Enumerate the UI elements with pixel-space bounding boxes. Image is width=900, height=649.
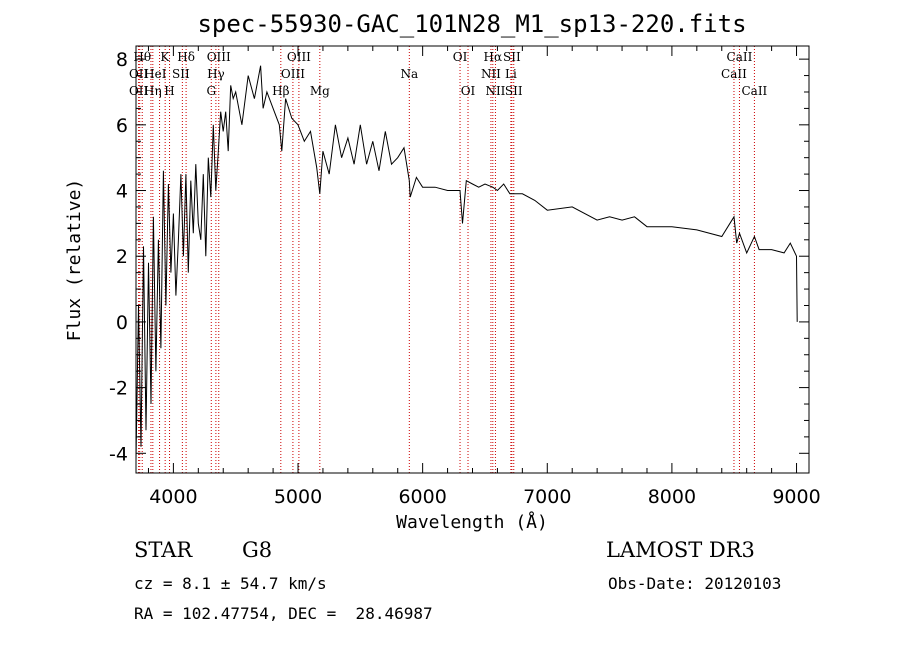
line-label-2: Hδ — [177, 50, 195, 64]
x-axis: 4000 5000 6000 7000 8000 9000 — [147, 46, 821, 508]
y-tick-label-8: 8 — [116, 49, 128, 71]
line-label-16: Li — [505, 67, 517, 81]
object-class: STAR — [134, 538, 193, 562]
ra-dec-coords: RA = 102.47754, DEC = 28.46987 — [134, 604, 433, 623]
x-tick-label-4000: 4000 — [149, 486, 197, 508]
y-tick-label--2: -2 — [109, 378, 128, 400]
line-label-7: SII — [503, 50, 521, 64]
emission-lines — [138, 46, 755, 473]
y-tick-label-2: 2 — [116, 246, 128, 268]
line-label-18: OII — [129, 84, 149, 98]
line-label-1: K — [160, 50, 170, 64]
line-label-19: Hη — [144, 84, 162, 98]
line-label-23: Mg — [310, 84, 330, 98]
line-label-6: Hα — [484, 50, 503, 64]
line-label-27: CaII — [741, 84, 767, 98]
line-label-26: SII — [505, 84, 523, 98]
y-axis-label: Flux (relative) — [64, 179, 85, 342]
x-tick-label-9000: 9000 — [772, 486, 820, 508]
redshift-cz: cz = 8.1 ± 54.7 km/s — [134, 574, 327, 593]
spectrum-series — [135, 65, 798, 460]
y-tick-label--4: -4 — [109, 443, 128, 465]
line-label-21: G — [206, 84, 216, 98]
line-label-11: SII — [172, 67, 190, 81]
x-tick-label-6000: 6000 — [398, 486, 446, 508]
line-label-13: OIII — [281, 67, 305, 81]
line-label-20: H — [164, 84, 174, 98]
y-axis: -4 -2 0 2 4 6 8 — [109, 49, 809, 465]
line-label-8: CaII — [727, 50, 753, 64]
line-label-9: OII — [129, 67, 149, 81]
line-label-17: CaII — [721, 67, 747, 81]
line-label-4: OIII — [287, 50, 311, 64]
line-label-14: Na — [400, 67, 418, 81]
plot-frame — [135, 45, 810, 474]
x-tick-label-5000: 5000 — [274, 486, 322, 508]
line-label-12: Hγ — [207, 67, 225, 81]
line-label-0: Hθ — [133, 50, 151, 64]
object-subclass: G8 — [242, 538, 273, 562]
line-label-3: OIII — [207, 50, 231, 64]
x-tick-label-8000: 8000 — [648, 486, 696, 508]
y-tick-label-0: 0 — [116, 312, 128, 334]
survey-name: LAMOST DR3 — [606, 538, 755, 562]
line-label-10: HeI — [144, 67, 167, 81]
y-tick-label-4: 4 — [116, 181, 128, 203]
x-tick-label-7000: 7000 — [523, 486, 571, 508]
line-label-24: OI — [461, 84, 476, 98]
line-label-22: Hβ — [272, 84, 289, 98]
line-label-5: OI — [453, 50, 468, 64]
line-label-25: NII — [485, 84, 505, 98]
x-axis-label: Wavelength (Å) — [396, 511, 548, 533]
line-label-15: NII — [481, 67, 501, 81]
chart-title: spec-55930-GAC_101N28_M1_sp13-220.fits — [197, 10, 746, 38]
obs-date: Obs-Date: 20120103 — [608, 574, 782, 593]
y-tick-label-6: 6 — [116, 115, 128, 137]
